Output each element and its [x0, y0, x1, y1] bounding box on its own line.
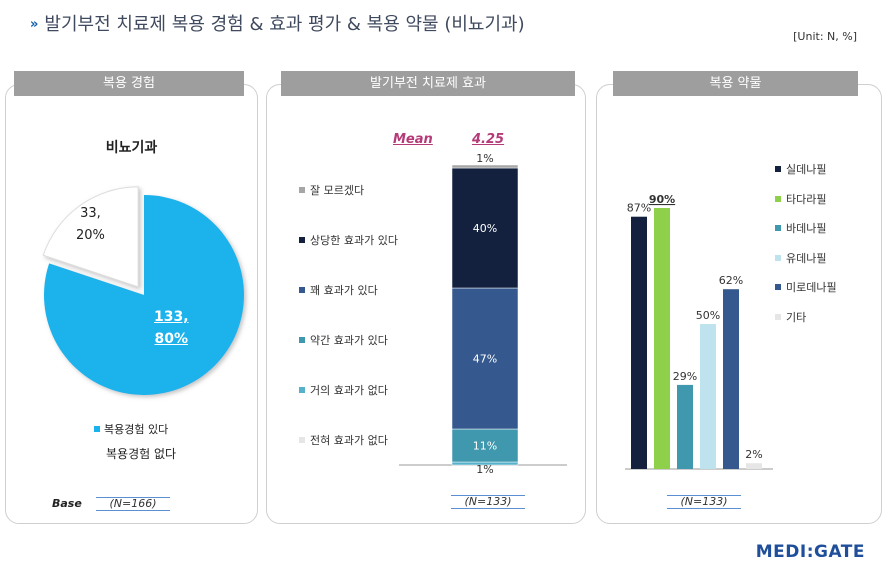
legend-swatch	[299, 337, 305, 343]
pie-slice-no	[42, 186, 139, 288]
effect-legend-item: 잘 모르겠다	[299, 182, 364, 198]
pie-slice-yes	[43, 195, 244, 395]
chevron-right-icon: »	[30, 17, 39, 32]
drug-bar	[700, 324, 716, 469]
legend-item-no: 복용경험 없다	[106, 445, 176, 462]
effect-legend-item: 거의 효과가 없다	[299, 382, 388, 398]
effect-legend-item: 꽤 효과가 있다	[299, 282, 378, 298]
drug-bar	[746, 463, 762, 469]
legend-label: 꽤 효과가 있다	[310, 284, 378, 297]
drug-bar	[631, 216, 647, 469]
stack-segment	[451, 428, 519, 463]
legend-swatch	[299, 237, 305, 243]
effect-n: (N=133)	[451, 495, 525, 509]
drugs-n: (N=133)	[667, 495, 741, 509]
legend-label: 복용경험 있다	[104, 423, 169, 436]
legend-label: 복용경험 없다	[106, 447, 177, 461]
legend-label: 약간 효과가 있다	[310, 334, 388, 347]
pie-chart	[42, 186, 244, 395]
legend-label: 미로데나필	[786, 281, 837, 294]
stack-segment	[451, 287, 519, 430]
legend-item-yes: 복용경험 있다	[94, 421, 168, 437]
stack-segment-label: 1%	[476, 153, 493, 165]
drug-bar-label: 90%	[649, 193, 675, 206]
stack-segment	[451, 167, 519, 289]
unit-note: [Unit: N, %]	[793, 30, 857, 43]
drug-legend-item: 기타	[775, 309, 806, 325]
stack-segment-label: 40%	[473, 222, 497, 235]
stack-segment	[451, 164, 519, 169]
drug-bar-label: 50%	[696, 309, 720, 322]
stack-segment-label: 47%	[473, 353, 497, 366]
drug-legend-item: 바데나필	[775, 220, 826, 236]
pie-label-yes-count: 133,	[154, 309, 189, 325]
drug-bar-label: 62%	[719, 274, 743, 287]
drug-bar-chart: 87%90% 29% 50% 62% 2%	[625, 193, 773, 470]
legend-label: 타다라필	[786, 192, 827, 206]
effect-legend-item: 상당한 효과가 있다	[299, 232, 398, 248]
drug-bar	[677, 384, 693, 469]
base-label: Base	[52, 497, 82, 510]
drug-bar	[654, 208, 670, 469]
tab-effect: 발기부전 치료제 효과	[281, 71, 575, 96]
legend-label: 실데나필	[786, 163, 827, 176]
drug-bar-label: 87%	[627, 202, 651, 215]
drug-legend-item: 타다라필	[775, 191, 826, 207]
page-title-text: 발기부전 치료제 복용 경험 & 효과 평가 & 복용 약물 (비뇨기과)	[44, 14, 525, 35]
drug-legend-item: 실데나필	[775, 161, 826, 177]
legend-label: 유데나필	[786, 251, 827, 265]
pie-chart-title: 비뇨기과	[105, 140, 158, 156]
stacked-bar-chart: 1% 11% 47% 40% 1%	[399, 153, 567, 476]
legend-label: 전혀 효과가 없다	[310, 434, 388, 447]
legend-swatch	[775, 166, 781, 172]
legend-swatch	[775, 225, 781, 231]
medigate-logo: MEDI:GATE	[755, 542, 865, 562]
drug-bar-label: 2%	[745, 448, 762, 461]
drug-legend-item: 미로데나필	[775, 279, 837, 295]
legend-swatch	[775, 284, 781, 290]
page-title: » 발기부전 치료제 복용 경험 & 효과 평가 & 복용 약물 (비뇨기과)	[30, 10, 525, 36]
legend-swatch	[775, 195, 781, 202]
pie-label-no-count: 33,	[80, 206, 101, 221]
pie-label-no-pct: 20%	[76, 228, 105, 243]
mean-label: Mean	[393, 132, 433, 147]
legend-label: 바데나필	[786, 222, 827, 235]
drug-bar-label: 29%	[673, 370, 697, 383]
pie-label-yes: 133, 80%	[154, 306, 189, 350]
legend-swatch	[299, 287, 305, 293]
drug-bar	[723, 289, 739, 469]
drug-legend-item: 유데나필	[775, 250, 826, 266]
legend-label: 거의 효과가 없다	[310, 384, 388, 397]
mean-value: 4.25	[472, 132, 505, 147]
tab-experience: 복용 경험	[14, 71, 244, 96]
legend-swatch	[299, 187, 305, 193]
legend-swatch	[775, 254, 781, 261]
base-n: (N=166)	[96, 497, 170, 511]
effect-legend-item: 전혀 효과가 없다	[299, 432, 388, 448]
stack-segment-label: 11%	[473, 440, 497, 453]
legend-swatch	[299, 437, 305, 443]
tab-drugs: 복용 약물	[613, 71, 858, 96]
stack-segment-label: 1%	[476, 463, 493, 476]
experience-panel: 비뇨기과 33, 20% 133, 80% 복용경험 있다 복용경험 없다 Base…	[5, 84, 258, 524]
legend-swatch	[299, 387, 305, 393]
legend-label: 잘 모르겠다	[310, 184, 365, 197]
legend-swatch	[775, 313, 781, 320]
pie-label-yes-pct: 80%	[154, 331, 189, 347]
effect-legend-item: 약간 효과가 있다	[299, 332, 388, 348]
legend-swatch	[94, 426, 100, 432]
legend-label: 상당한 효과가 있다	[310, 234, 398, 247]
pie-label-no: 33, 20%	[76, 203, 105, 247]
legend-label: 기타	[786, 310, 807, 324]
